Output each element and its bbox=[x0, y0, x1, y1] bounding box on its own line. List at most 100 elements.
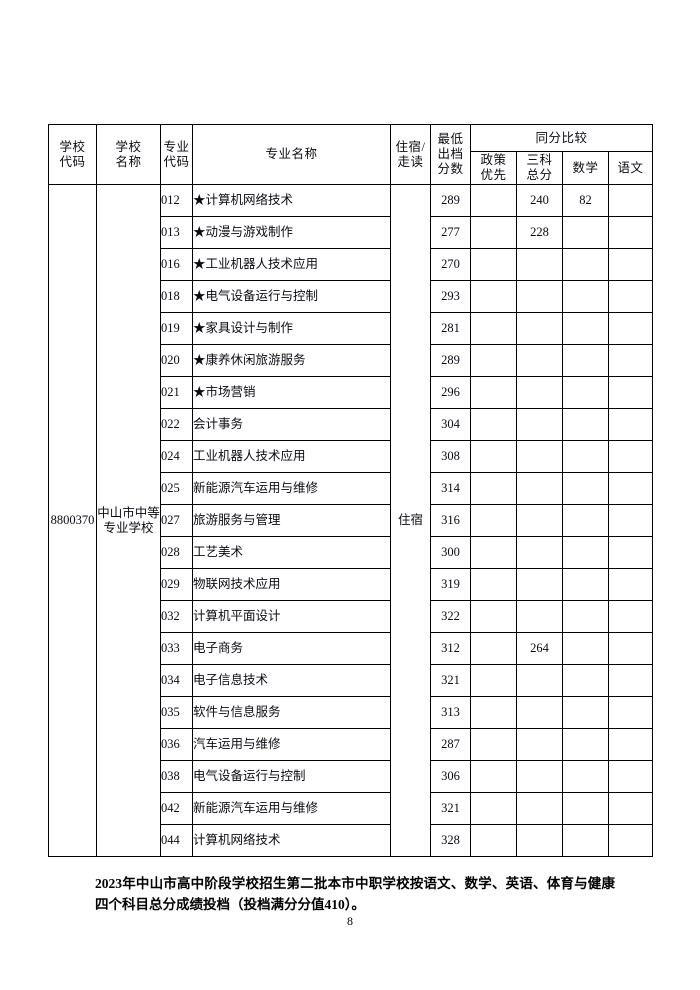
cell-tie-policy bbox=[470, 440, 517, 473]
cell-major-code: 024 bbox=[160, 440, 193, 473]
cell-tie-chinese bbox=[607, 632, 654, 665]
cell-major-code: 029 bbox=[160, 568, 193, 601]
cell-min-score: 304 bbox=[430, 408, 471, 441]
cell-tie-chinese bbox=[607, 600, 654, 633]
header-school-name-line2: 名称 bbox=[115, 154, 142, 169]
cell-major-name: 软件与信息服务 bbox=[192, 696, 391, 729]
header-school-code-line2: 代码 bbox=[59, 154, 86, 169]
cell-major-code: 033 bbox=[160, 632, 193, 665]
cell-major-name: 计算机平面设计 bbox=[192, 600, 391, 633]
cell-tie-chinese bbox=[607, 696, 654, 729]
cell-tie-policy bbox=[470, 280, 517, 313]
cell-tie-three-subjects bbox=[516, 440, 563, 473]
cell-tie-three-subjects bbox=[516, 248, 563, 281]
cell-major-name: 电子信息技术 bbox=[192, 664, 391, 697]
header-min-score-line3: 分数 bbox=[437, 161, 464, 176]
cell-tie-three-subjects bbox=[516, 344, 563, 377]
cell-major-code: 025 bbox=[160, 472, 193, 505]
cell-tie-three-subjects bbox=[516, 664, 563, 697]
cell-tie-chinese bbox=[607, 440, 654, 473]
cell-tie-math bbox=[562, 280, 609, 313]
cell-major-code: 013 bbox=[160, 216, 193, 249]
header-tie-policy-line2: 优先 bbox=[480, 168, 507, 182]
header-tie-math: 数学 bbox=[562, 151, 609, 185]
cell-boarding: 住宿 bbox=[390, 184, 431, 857]
table-row: 018 ★电气设备运行与控制 293 bbox=[49, 280, 654, 313]
cell-tie-policy bbox=[470, 600, 517, 633]
header-major-name: 专业名称 bbox=[192, 124, 391, 185]
table-row: 027 旅游服务与管理 316 bbox=[49, 504, 654, 537]
cell-min-score: 314 bbox=[430, 472, 471, 505]
header-school-name-line1: 学校 bbox=[115, 139, 142, 154]
cell-tie-math bbox=[562, 504, 609, 537]
cell-tie-math bbox=[562, 376, 609, 409]
cell-tie-policy bbox=[470, 632, 517, 665]
cell-tie-chinese bbox=[607, 568, 654, 601]
cell-major-code: 032 bbox=[160, 600, 193, 633]
table-row: 032 计算机平面设计 322 bbox=[49, 600, 654, 633]
cell-major-name: ★工业机器人技术应用 bbox=[192, 248, 391, 281]
cell-min-score: 322 bbox=[430, 600, 471, 633]
cell-major-name: ★康养休闲旅游服务 bbox=[192, 344, 391, 377]
cell-major-name: 计算机网络技术 bbox=[192, 824, 391, 857]
cell-major-code: 036 bbox=[160, 728, 193, 761]
header-tie-chinese: 语文 bbox=[607, 151, 654, 185]
cell-major-name: 电气设备运行与控制 bbox=[192, 760, 391, 793]
table-row: 044 计算机网络技术 328 bbox=[49, 824, 654, 857]
cell-tie-chinese bbox=[607, 216, 654, 249]
cell-tie-math bbox=[562, 312, 609, 345]
cell-min-score: 277 bbox=[430, 216, 471, 249]
cell-tie-three-subjects bbox=[516, 760, 563, 793]
cell-tie-chinese bbox=[607, 792, 654, 825]
cell-tie-policy bbox=[470, 568, 517, 601]
cell-major-code: 020 bbox=[160, 344, 193, 377]
page-number: 8 bbox=[347, 914, 353, 928]
cell-min-score: 287 bbox=[430, 728, 471, 761]
cell-school-code: 8800370 bbox=[48, 184, 97, 857]
header-tie-three-line1: 三科 bbox=[526, 153, 553, 168]
cell-min-score: 289 bbox=[430, 184, 471, 217]
cell-major-name: ★计算机网络技术 bbox=[192, 184, 391, 217]
cell-tie-chinese bbox=[607, 664, 654, 697]
cell-tie-math bbox=[562, 824, 609, 857]
cell-min-score: 281 bbox=[430, 312, 471, 345]
cell-tie-math bbox=[562, 248, 609, 281]
header-tie-policy: 政策 优先 bbox=[470, 151, 517, 185]
cell-tie-policy bbox=[470, 376, 517, 409]
cell-min-score: 328 bbox=[430, 824, 471, 857]
table-row: 020 ★康养休闲旅游服务 289 bbox=[49, 344, 654, 377]
cell-major-code: 035 bbox=[160, 696, 193, 729]
cell-tie-three-subjects bbox=[516, 728, 563, 761]
cell-tie-three-subjects: 228 bbox=[516, 216, 563, 249]
header-major-code-line2: 代码 bbox=[163, 154, 190, 169]
header-major-code-line1: 专业 bbox=[163, 139, 190, 154]
cell-tie-three-subjects bbox=[516, 408, 563, 441]
cell-tie-policy bbox=[470, 472, 517, 505]
header-boarding: 住宿/ 走读 bbox=[390, 124, 431, 185]
header-school-name: 学校 名称 bbox=[96, 124, 161, 185]
cell-major-code: 044 bbox=[160, 824, 193, 857]
cell-min-score: 289 bbox=[430, 344, 471, 377]
header-school-code: 学校 代码 bbox=[48, 124, 97, 185]
cell-min-score: 321 bbox=[430, 792, 471, 825]
cell-tie-three-subjects bbox=[516, 472, 563, 505]
cell-major-name: 新能源汽车运用与维修 bbox=[192, 472, 391, 505]
cell-tie-chinese bbox=[607, 344, 654, 377]
header-row-sub: 政策 优先 三科 总分 数学 语文 bbox=[49, 151, 654, 185]
cell-min-score: 296 bbox=[430, 376, 471, 409]
cell-major-code: 038 bbox=[160, 760, 193, 793]
cell-tie-policy bbox=[470, 312, 517, 345]
header-boarding-line1: 住宿/ bbox=[395, 139, 426, 154]
cell-tie-chinese bbox=[607, 376, 654, 409]
cell-major-name: 工艺美术 bbox=[192, 536, 391, 569]
cell-tie-chinese bbox=[607, 280, 654, 313]
cell-min-score: 313 bbox=[430, 696, 471, 729]
cell-min-score: 293 bbox=[430, 280, 471, 313]
cell-tie-chinese bbox=[607, 728, 654, 761]
cell-tie-three-subjects bbox=[516, 696, 563, 729]
cell-major-code: 016 bbox=[160, 248, 193, 281]
cell-major-code: 019 bbox=[160, 312, 193, 345]
cell-tie-chinese bbox=[607, 408, 654, 441]
cell-tie-three-subjects bbox=[516, 792, 563, 825]
